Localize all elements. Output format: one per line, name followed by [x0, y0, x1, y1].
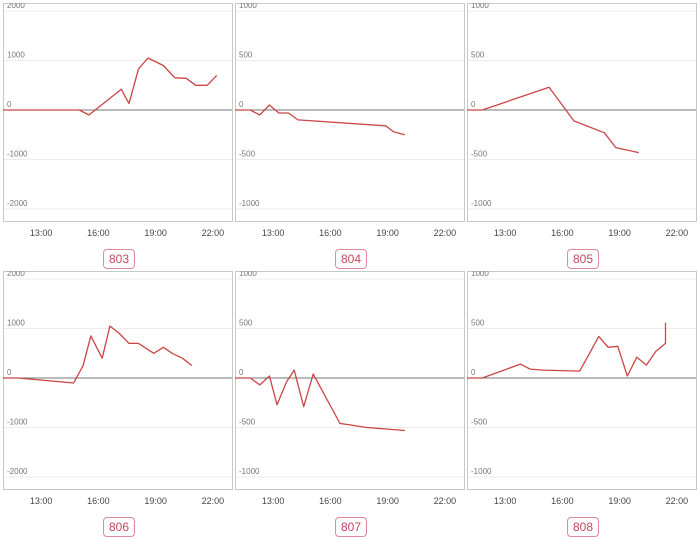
chart-panel-807: 1000 500 0 -500 -1000 13:00 16:00 19:00 22:00 807: [235, 271, 467, 539]
y-tick-label: 1000: [239, 271, 257, 278]
y-tick-label: 0: [239, 100, 244, 109]
y-tick-label: -500: [239, 418, 256, 427]
x-tick-label: 22:00: [434, 496, 457, 506]
y-tick-label: -1000: [7, 150, 28, 159]
series-line: [467, 86, 639, 154]
chart-panel-804: 1000 500 0 -500 -1000 13:00 16:00 19:00 22:00 804: [235, 3, 467, 271]
chart-svg: 1000 500 0 -500 -1000 13:00 16:00 19:00 22:00: [235, 271, 465, 506]
x-tick-label: 16:00: [551, 496, 574, 506]
y-tick-label: 500: [471, 51, 485, 60]
x-tick-label: 22:00: [666, 228, 689, 238]
x-tick-label: 22:00: [202, 228, 225, 238]
x-tick-label: 13:00: [494, 228, 517, 238]
chart-svg: 1000 500 0 -500 -1000 13:00 16:00 19:00 22:00: [235, 3, 465, 238]
plot-frame: [3, 271, 233, 490]
plot-frame: [467, 3, 697, 222]
y-tick-label: -1000: [239, 467, 260, 476]
y-tick-label: -500: [239, 150, 256, 159]
y-tick-label: 0: [471, 100, 476, 109]
series-line: [235, 104, 405, 136]
x-tick-label: 13:00: [262, 228, 285, 238]
chart-svg: 2000 1000 0 -1000 -2000 13:00 16:00 19:00 22:00: [3, 271, 233, 506]
chart-svg: 1000 500 0 -500 -1000 13:00 16:00 19:00 22:00: [467, 271, 697, 506]
series-line: [3, 325, 193, 384]
x-tick-label: 19:00: [608, 228, 631, 238]
y-tick-label: 1000: [7, 319, 25, 328]
x-tick-label: 22:00: [666, 496, 689, 506]
y-tick-label: 0: [7, 368, 12, 377]
y-tick-label: 500: [239, 51, 253, 60]
x-tick-label: 19:00: [376, 496, 399, 506]
series-line: [235, 369, 405, 432]
x-tick-label: 22:00: [434, 228, 457, 238]
y-tick-label: 1000: [239, 3, 257, 10]
y-tick-label: -2000: [7, 467, 28, 476]
plot-frame: [235, 3, 465, 222]
y-tick-label: 500: [239, 319, 253, 328]
y-tick-label: -1000: [471, 199, 492, 208]
y-tick-label: -1000: [239, 199, 260, 208]
plot-frame: [3, 3, 233, 222]
chart-svg: 2000 1000 0 -1000 -2000 13:00 16:00 19:00 22:00: [3, 3, 233, 238]
chart-panel-808: 1000 500 0 -500 -1000 13:00 16:00 19:00 22:00 808: [467, 271, 699, 539]
y-tick-label: -1000: [471, 467, 492, 476]
x-tick-label: 13:00: [30, 228, 53, 238]
x-tick-label: 13:00: [262, 496, 285, 506]
chart-id-badge: 803: [102, 249, 136, 269]
chart-panel-805: 1000 500 0 -500 -1000 13:00 16:00 19:00 22:00 805: [467, 3, 699, 271]
chart-id-badge: 808: [566, 517, 600, 537]
chart-svg: 1000 500 0 -500 -1000 13:00 16:00 19:00 22:00: [467, 3, 697, 238]
x-tick-label: 19:00: [144, 496, 167, 506]
x-tick-label: 16:00: [551, 228, 574, 238]
y-tick-label: -500: [471, 418, 488, 427]
x-tick-label: 19:00: [608, 496, 631, 506]
y-tick-label: 0: [7, 100, 12, 109]
y-tick-label: -2000: [7, 199, 28, 208]
y-tick-label: -500: [471, 150, 488, 159]
plot-frame: [235, 271, 465, 490]
y-tick-label: 1000: [471, 271, 489, 278]
y-tick-label: 2000: [7, 271, 25, 278]
y-tick-label: 0: [239, 368, 244, 377]
chart-id-badge: 804: [334, 249, 368, 269]
chart-panel-806: 2000 1000 0 -1000 -2000 13:00 16:00 19:00 22:00 8…: [3, 271, 235, 539]
series-line: [3, 57, 218, 116]
plot-frame: [467, 271, 697, 490]
chart-id-badge: 806: [102, 517, 136, 537]
x-tick-label: 13:00: [494, 496, 517, 506]
x-tick-label: 16:00: [87, 228, 110, 238]
chart-id-badge: 807: [334, 517, 368, 537]
y-tick-label: 500: [471, 319, 485, 328]
x-tick-label: 19:00: [144, 228, 167, 238]
x-tick-label: 16:00: [87, 496, 110, 506]
x-tick-label: 16:00: [319, 228, 342, 238]
y-tick-label: 0: [471, 368, 476, 377]
y-tick-label: -1000: [7, 418, 28, 427]
x-tick-label: 16:00: [319, 496, 342, 506]
x-tick-label: 19:00: [376, 228, 399, 238]
y-tick-label: 1000: [7, 51, 25, 60]
chart-panel-803: 2000 1000 0 -1000 -2000 13:00 16:00 19:00 22:00 8…: [3, 3, 235, 271]
series-line: [467, 322, 667, 379]
chart-id-badge: 805: [566, 249, 600, 269]
y-tick-label: 1000: [471, 3, 489, 10]
x-tick-label: 22:00: [202, 496, 225, 506]
x-tick-label: 13:00: [30, 496, 53, 506]
y-tick-label: 2000: [7, 3, 25, 10]
